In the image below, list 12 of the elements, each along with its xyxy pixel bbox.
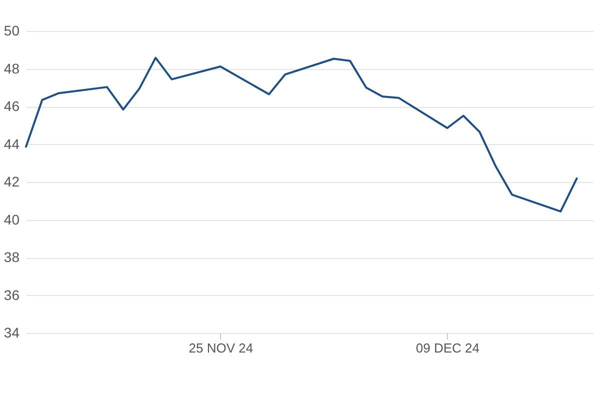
y-tick-label: 46 [4,98,20,114]
x-tick-label: 09 DEC 24 [416,340,480,356]
x-tick-label: 25 NOV 24 [188,340,254,356]
y-tick-label: 42 [4,174,20,190]
y-tick-label: 44 [4,136,20,152]
y-tick-label: 34 [4,324,20,340]
y-tick-label: 38 [4,249,20,265]
y-tick-label: 50 [4,22,20,38]
y-tick-label: 36 [4,286,20,303]
y-tick-label: 48 [4,60,20,76]
line-series [25,56,578,212]
y-tick-label: 40 [4,211,20,228]
